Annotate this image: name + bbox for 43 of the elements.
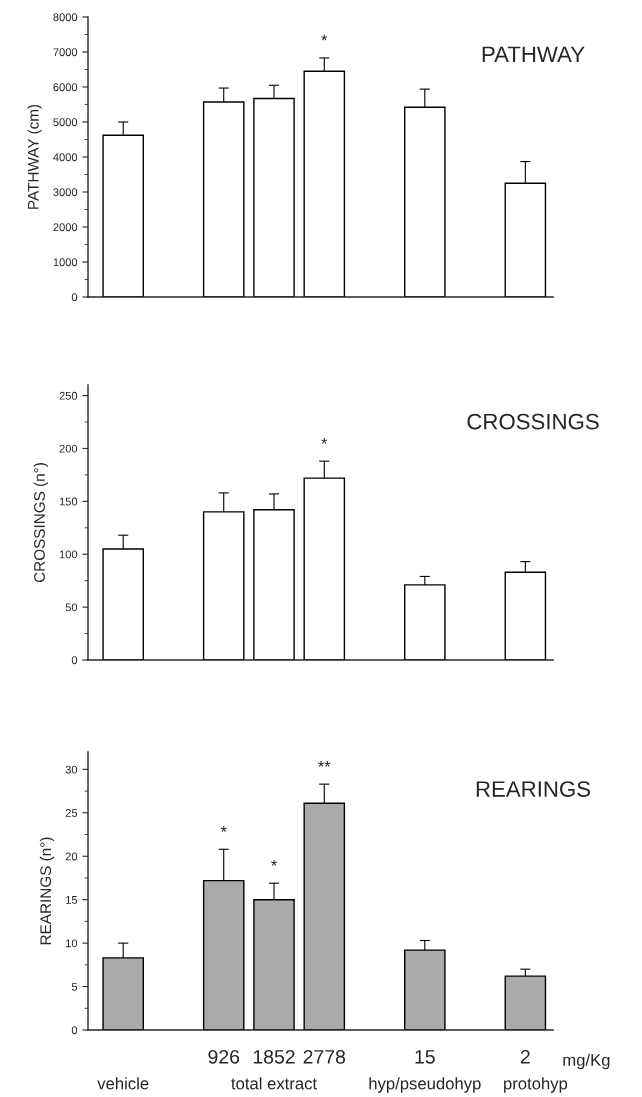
y-tick-label: 10 <box>66 939 78 948</box>
data-label: * <box>321 34 328 41</box>
y-tick-label: 8000 <box>53 13 78 22</box>
text: REARINGS <box>476 781 591 797</box>
text: PATHWAY <box>482 46 585 62</box>
x-tick-label: 2778 <box>303 1049 346 1064</box>
y-tick-label: 100 <box>59 550 78 559</box>
y-axis-title: CROSSINGS (n°) <box>33 463 48 583</box>
y-tick-label: 20 <box>65 852 78 861</box>
y-tick-label: 30 <box>65 765 78 774</box>
y-tick-label: 15 <box>66 896 78 904</box>
y-tick-label: 0 <box>71 293 78 302</box>
data-label: ** <box>318 760 331 767</box>
y-tick-label: 5 <box>71 982 78 991</box>
y-tick-label: 3000 <box>53 188 78 197</box>
y-tick-label: 0 <box>71 1026 78 1035</box>
y-tick-label: 50 <box>65 603 78 612</box>
y-tick-label: 2000 <box>53 223 78 232</box>
y-tick-label: 150 <box>59 497 78 506</box>
data-label: * <box>220 826 227 832</box>
y-tick-label: 0 <box>71 656 78 665</box>
y-tick-label: 6000 <box>53 83 78 92</box>
y-tick-label: 200 <box>59 444 78 453</box>
text: mg/Kg <box>563 1053 610 1070</box>
text: total extract <box>231 1077 317 1090</box>
y-axis-title: PATHWAY (cm) <box>27 104 42 209</box>
y-tick-label: 7000 <box>53 48 78 57</box>
text: hyp/pseudohyp <box>369 1077 481 1093</box>
y-tick-label: 5000 <box>53 118 78 127</box>
text: protohyp <box>504 1077 568 1093</box>
y-tick-label: 4000 <box>53 153 78 162</box>
x-tick-label: 15 <box>415 1050 435 1064</box>
y-tick-label: 250 <box>59 391 78 400</box>
x-tick-label: 926 <box>208 1049 240 1064</box>
data-label: * <box>271 859 277 866</box>
x-tick-label: 1852 <box>253 1049 295 1064</box>
y-tick-label: 25 <box>65 809 78 817</box>
y-tick-label: 1000 <box>53 258 78 267</box>
data-label: * <box>321 437 328 444</box>
y-axis-title: REARINGS (n°) <box>39 837 55 945</box>
x-tick-label: 2 <box>520 1049 530 1064</box>
text: CROSSINGS <box>467 413 599 430</box>
text: vehicle <box>97 1077 149 1090</box>
